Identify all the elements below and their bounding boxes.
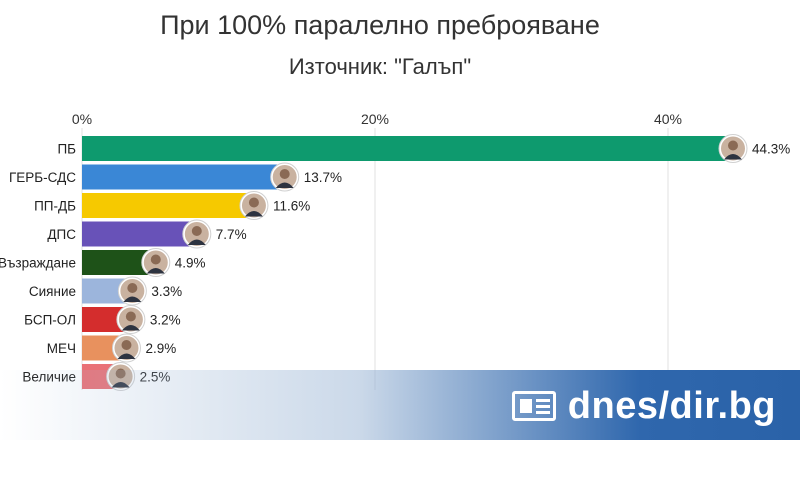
value-label: 44.3% (752, 142, 790, 157)
category-label: Сияние (29, 284, 76, 299)
value-label: 3.2% (150, 313, 181, 328)
x-tick-label: 20% (361, 111, 389, 127)
logo-text: dnes/dir.bg (567, 384, 776, 427)
avatar (270, 162, 300, 192)
avatar (111, 333, 141, 363)
value-label: 3.3% (151, 284, 182, 299)
avatar (182, 219, 212, 249)
avatar (718, 134, 748, 163)
site-logo[interactable]: dnes/dir.bg (511, 384, 776, 428)
category-label: ГЕРБ-СДС (9, 170, 76, 185)
chart-title: При 100% паралелно преброяване (160, 10, 600, 40)
value-label: 2.9% (145, 341, 176, 356)
watermark-banner: dnes/dir.bg (0, 370, 800, 440)
bar (82, 164, 283, 190)
avatar (239, 191, 269, 220)
category-label: Възраждане (0, 256, 76, 271)
value-label: 4.9% (175, 256, 206, 271)
category-label: ПБ (57, 142, 76, 157)
avatar (116, 305, 146, 334)
bar (82, 136, 731, 161)
bar (82, 221, 195, 247)
value-label: 7.7% (216, 227, 247, 242)
avatar (141, 248, 171, 277)
category-label: ДПС (47, 227, 76, 242)
category-label: БСП-ОЛ (24, 313, 76, 328)
x-tick-label: 0% (72, 111, 92, 127)
value-label: 13.7% (304, 170, 342, 185)
category-labels: ПБ ГЕРБ-СДС ПП-ДБ ДПС Възраждане Сияние БСП-ОЛ… (0, 142, 76, 385)
value-label: 11.6% (273, 199, 310, 214)
newspaper-icon (511, 391, 556, 421)
avatar (117, 276, 147, 306)
bar (82, 193, 252, 218)
category-label: МЕЧ (47, 341, 76, 356)
chart-subtitle: Източник: "Галъп" (288, 54, 472, 79)
x-tick-labels: 0% 20% 40% (72, 111, 682, 127)
category-label: ПП-ДБ (34, 199, 76, 214)
x-tick-label: 40% (654, 111, 682, 127)
